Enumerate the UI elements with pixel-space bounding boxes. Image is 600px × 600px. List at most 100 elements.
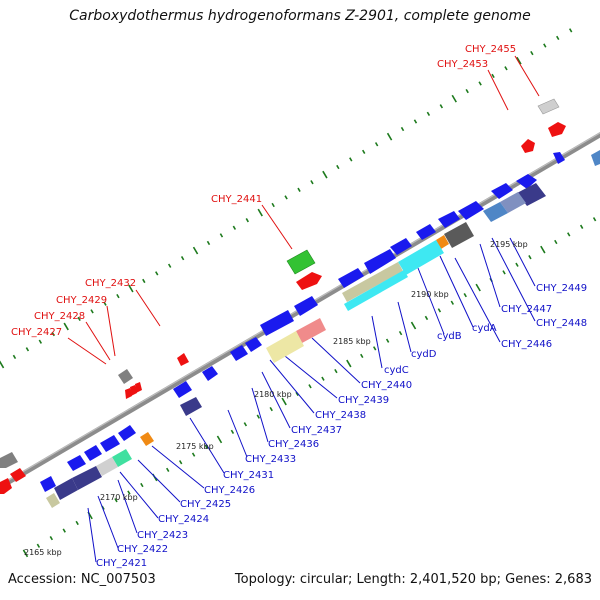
tick-mark (334, 368, 338, 374)
tick-mark (502, 270, 506, 275)
kbp-label: 2180 kbp (254, 390, 292, 399)
gene-label-chy2427[interactable]: CHY_2427 (11, 327, 62, 338)
tick-mark (426, 111, 431, 116)
tick-mark (127, 490, 131, 495)
tick-mark (515, 262, 519, 267)
kbp-label: 2190 kbp (411, 290, 449, 299)
tick-mark (256, 414, 260, 419)
genome-summary-text: Topology: circular; Length: 2,401,520 bp… (234, 572, 592, 587)
gene-left-red-2 (10, 468, 26, 482)
tick-mark (281, 397, 287, 406)
tick-mark (297, 187, 301, 192)
gene-label-chy2424[interactable]: CHY_2424 (158, 514, 209, 525)
tick-mark (271, 202, 275, 208)
tick-mark (0, 360, 5, 369)
map-title: Carboxydothermus hydrogenoformans Z-2901… (69, 8, 531, 24)
tick-mark (219, 233, 224, 238)
forward-strand-genes (40, 150, 600, 508)
reverse-strand-genes (0, 98, 566, 494)
tick-mark (230, 429, 235, 434)
blue-leader-lines (87, 237, 536, 563)
tick-mark (398, 330, 403, 336)
tick-mark (191, 452, 196, 457)
gene-chy2441-green (286, 249, 316, 275)
tick-mark (36, 543, 41, 548)
tick-mark (504, 66, 508, 71)
tick-mark (372, 346, 377, 351)
gene-label-chy2455[interactable]: CHY_2455 (465, 44, 516, 55)
tick-mark (491, 73, 495, 79)
tick-mark (49, 536, 54, 541)
gene-label-chy2421[interactable]: CHY_2421 (96, 558, 147, 569)
tick-mark (38, 339, 43, 344)
tick-mark (243, 422, 248, 427)
accession-text: Accession: NC_007503 (8, 572, 156, 587)
gene-chy2453 (521, 139, 535, 153)
gene-label-chy2423[interactable]: CHY_2423 (137, 530, 188, 541)
tick-mark (528, 255, 532, 260)
gene-label-chy2440[interactable]: CHY_2440 (361, 380, 412, 391)
gene-label-cydb[interactable]: cydB (437, 331, 462, 342)
gene-label-cydc[interactable]: cydC (384, 365, 409, 376)
tick-mark (450, 300, 455, 305)
tick-mark (155, 271, 159, 276)
gene-chy2430 (118, 369, 133, 384)
tick-mark (178, 460, 183, 465)
tick-mark (321, 376, 325, 381)
gene-chy2429 (125, 388, 132, 399)
gene-label-chy2426[interactable]: CHY_2426 (204, 485, 255, 496)
tick-mark (410, 321, 417, 330)
tick-mark (232, 225, 237, 230)
kbp-label: 2165 kbp (24, 548, 62, 557)
tick-mark (62, 528, 66, 533)
red-leader-lines (67, 55, 540, 365)
tick-mark (463, 293, 467, 298)
gene-label-chy2431[interactable]: CHY_2431 (223, 470, 274, 481)
tick-mark (140, 482, 144, 488)
gene-label-chy2448[interactable]: CHY_2448 (536, 318, 587, 329)
tick-mark (554, 239, 558, 245)
gene-chy2428 (130, 385, 137, 396)
tick-mark (465, 88, 469, 94)
gene-label-chy2425[interactable]: CHY_2425 (180, 499, 231, 510)
tick-mark (204, 444, 209, 450)
kbp-label: 2185 kbp (333, 337, 371, 346)
gene-label-chy2436[interactable]: CHY_2436 (268, 439, 319, 450)
gene-label-chy2447[interactable]: CHY_2447 (501, 304, 552, 315)
tick-mark (116, 294, 120, 299)
tick-mark (568, 28, 573, 33)
gene-label-chy2449[interactable]: CHY_2449 (536, 283, 587, 294)
gene-label-chy2453[interactable]: CHY_2453 (437, 59, 488, 70)
tick-mark (349, 157, 353, 162)
gene-label-chy2437[interactable]: CHY_2437 (291, 425, 342, 436)
gene-label-chy2438[interactable]: CHY_2438 (315, 410, 366, 421)
tick-mark (322, 170, 328, 179)
tick-mark (413, 119, 418, 124)
tick-mark (386, 132, 393, 141)
tick-mark (51, 331, 55, 337)
gene-label-chy2441[interactable]: CHY_2441 (211, 194, 262, 205)
gene-left-grey (0, 452, 18, 468)
gene-label-chy2439[interactable]: CHY_2439 (338, 395, 389, 406)
tick-mark (269, 406, 273, 412)
tick-mark (90, 309, 94, 314)
tick-mark (451, 94, 457, 103)
tick-mark (556, 35, 560, 41)
tick-mark (516, 56, 522, 65)
tick-mark (530, 50, 534, 56)
red-gene-labels: CHY_2455 CHY_2453 CHY_2441 CHY_2432 CHY_… (11, 44, 516, 338)
tick-mark (336, 164, 340, 170)
gene-label-chy2433[interactable]: CHY_2433 (245, 454, 296, 465)
tick-mark (77, 316, 81, 322)
tick-mark (142, 278, 146, 284)
gene-label-chy2432[interactable]: CHY_2432 (85, 278, 136, 289)
gene-label-cydd[interactable]: cydD (411, 349, 437, 360)
gene-label-chy2422[interactable]: CHY_2422 (117, 544, 168, 555)
gene-label-cyda[interactable]: cydA (472, 323, 497, 334)
gene-label-chy2446[interactable]: CHY_2446 (501, 339, 552, 350)
gene-chy2427 (135, 382, 142, 393)
gene-label-chy2429[interactable]: CHY_2429 (56, 295, 107, 306)
tick-mark (295, 391, 299, 397)
gene-label-chy2428[interactable]: CHY_2428 (34, 311, 85, 322)
